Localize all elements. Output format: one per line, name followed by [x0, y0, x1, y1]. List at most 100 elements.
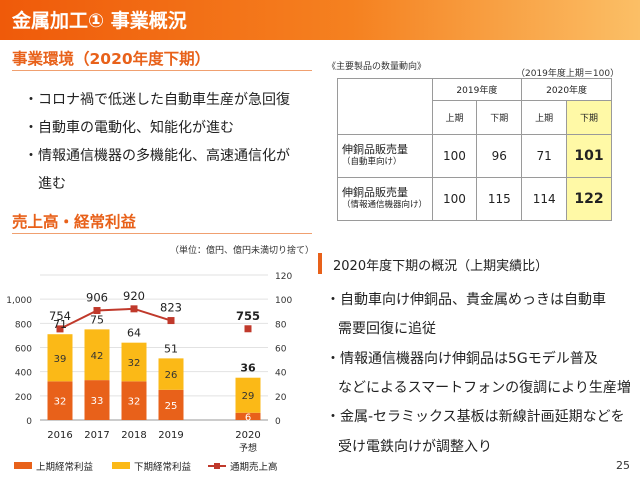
x-tick-label: 2016 [47, 430, 72, 441]
bar-first-half-profit [121, 381, 147, 420]
legend-swatch [112, 462, 130, 469]
env-bullet-3-cont: 進む [38, 176, 66, 192]
sales-value-label: 920 [123, 289, 145, 303]
half-header: 上期 [521, 100, 568, 135]
sales-line [59, 307, 172, 330]
legend-label: 下期経常利益 [134, 461, 192, 473]
environment-underline [12, 70, 312, 71]
bar-first-half-profit [235, 412, 261, 420]
left-axis-tick: 600 [15, 345, 32, 355]
bar-value-label: 39 [54, 354, 67, 365]
legend-label: 上期経常利益 [36, 461, 94, 473]
product-volume-table: 2019年度 2020年度 上期 下期 上期 下期 伸銅品販売量 （自動車向け） … [337, 78, 612, 221]
half-header: 下期 [566, 100, 612, 135]
bar-total-label: 64 [127, 327, 141, 340]
half-header: 上期 [431, 100, 478, 135]
bar-first-half-profit [84, 380, 110, 420]
bar-value-label: 6 [245, 412, 251, 423]
chart-sales-line [56, 305, 252, 333]
legend-label: 通期売上高 [230, 461, 278, 473]
sales-value-label: 754 [49, 309, 71, 323]
chart-bars [47, 329, 261, 420]
row-label-main: 伸銅品販売量 [342, 143, 408, 156]
chart-gridlines [40, 274, 268, 421]
chart-labels: 0 200 400 600 800 1,000 0 20 40 60 80 100 120 32 39 71 2… [6, 272, 292, 454]
left-axis-tick: 1,000 [6, 296, 32, 306]
overview-line: などによるスマートフォンの復調により生産増 [338, 380, 631, 396]
left-axis-tick: 0 [26, 417, 32, 427]
env-bullet-2: ・自動車の電動化、知能化が進む [24, 120, 234, 136]
overview-line: ・自動車向け伸銅品、貴金属めっきは自動車 [326, 292, 606, 308]
table-note: （2019年度上期＝100） [516, 69, 620, 79]
bar-second-half-profit [84, 329, 110, 381]
bar-first-half-profit [47, 381, 73, 420]
sales-value-label: 823 [160, 301, 182, 315]
x-tick-label: 2018 [121, 430, 146, 441]
sales-value-label: 906 [86, 291, 108, 305]
legend-swatch [14, 462, 32, 469]
page-title: 金属加工① 事業概況 [12, 10, 187, 32]
right-axis-tick: 60 [275, 345, 287, 355]
title-bar: 金属加工① 事業概況 [0, 0, 640, 40]
table-row: 伸銅品販売量 （自動車向け） 100 96 71 101 [337, 134, 612, 178]
bar-value-label: 29 [242, 391, 255, 402]
overview-line: 需要回復に追従 [338, 321, 436, 337]
table-cell: 115 [476, 177, 523, 221]
bar-value-label: 32 [128, 358, 141, 369]
env-bullet-1: ・コロナ禍で低迷した自動車生産が急回復 [24, 92, 290, 108]
table-cell-highlight: 101 [566, 134, 612, 178]
table-cell: 71 [521, 134, 568, 178]
right-axis-tick: 40 [275, 369, 287, 379]
overview-title: 2020年度下期の概況（上期実績比） [333, 259, 549, 274]
env-bullet-3: ・情報通信機器の多機能化、高速通信化が [24, 148, 290, 164]
right-axis-tick: 0 [275, 417, 281, 427]
bar-value-label: 26 [165, 370, 178, 381]
overview-line: ・情報通信機器向け伸銅品は5Gモデル普及 [326, 351, 598, 367]
table-cell: 100 [431, 134, 478, 178]
sales-marker [56, 325, 64, 333]
row-label-sub: （自動車向け） [342, 157, 402, 167]
row-label: 伸銅品販売量 （情報通信機器向け） [337, 177, 433, 221]
bar-second-half-profit [235, 377, 261, 413]
right-axis-tick: 120 [275, 272, 292, 282]
chart-unit-note: （単位：億円、億円未満切り捨て） [170, 246, 315, 256]
bar-second-half-profit [158, 358, 184, 390]
bar-second-half-profit [121, 342, 147, 382]
right-axis-tick: 100 [275, 296, 292, 306]
sales-value-label: 755 [236, 309, 260, 323]
row-label-sub: （情報通信機器向け） [342, 200, 428, 210]
left-axis-tick: 400 [15, 369, 32, 379]
bar-value-label: 42 [91, 351, 104, 362]
table-cell-highlight: 122 [566, 177, 612, 221]
bar-second-half-profit [47, 334, 73, 382]
bar-value-label: 32 [54, 397, 67, 408]
bar-value-label: 33 [91, 396, 104, 407]
chart-legend: 上期経常利益 下期経常利益 通期売上高 [14, 461, 278, 473]
table-caption: 《主要製品の数量動向》 [327, 62, 427, 72]
bar-total-label: 75 [90, 313, 104, 326]
row-label-main: 伸銅品販売量 [342, 186, 408, 199]
legend-swatch-marker [214, 463, 220, 469]
bar-value-label: 32 [128, 397, 141, 408]
left-axis-tick: 800 [15, 320, 32, 330]
sales-marker [244, 325, 252, 333]
x-tick-label: 2017 [84, 430, 109, 441]
bar-value-label: 25 [165, 401, 178, 412]
table-cell: 114 [521, 177, 568, 221]
bar-total-label: 71 [53, 318, 67, 331]
overview-marker [318, 253, 322, 274]
x-tick-label: 2020 [235, 430, 260, 441]
bar-total-label: 36 [240, 362, 256, 375]
overview-line: ・金属-セラミックス基板は新線計画延期などを [326, 409, 625, 425]
environment-heading: 事業環境（2020年度下期） [12, 50, 211, 68]
sales-marker [93, 307, 101, 315]
bar-total-label: 51 [164, 342, 178, 355]
right-axis-tick: 80 [275, 320, 287, 330]
page-number: 25 [616, 459, 630, 472]
left-axis-tick: 200 [15, 393, 32, 403]
bar-first-half-profit [158, 389, 184, 420]
sales-marker [130, 305, 138, 313]
sales-marker [167, 317, 175, 325]
table-row: 伸銅品販売量 （情報通信機器向け） 100 115 114 122 [337, 177, 612, 221]
